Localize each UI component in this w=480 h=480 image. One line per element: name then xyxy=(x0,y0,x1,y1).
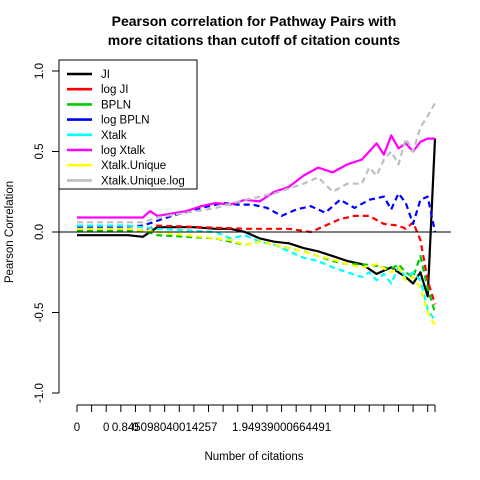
x-axis: 0 0 00.845098040014257 1.94939000664491 xyxy=(74,404,436,434)
series-line-xtalk-unique xyxy=(77,227,436,326)
legend-label-bpln: BPLN xyxy=(101,99,131,111)
chart-title-line-2: more citations than cutoff of citation c… xyxy=(108,32,401,48)
legend-label-log-xtalk: log Xtalk xyxy=(101,145,145,157)
legend-label-xtalk: Xtalk xyxy=(101,130,127,142)
legend-box xyxy=(58,59,198,190)
y-tick-label: -1.0 xyxy=(34,383,46,403)
series-lines xyxy=(77,102,437,326)
x-tick-label: 0 xyxy=(74,422,80,434)
y-tick-label: 1.0 xyxy=(34,63,46,79)
y-axis-title: Pearson Correlation xyxy=(4,181,16,283)
x-tick-label: 0 xyxy=(132,422,138,434)
x-axis-title: Number of citations xyxy=(204,451,303,463)
y-tick-label: -0.5 xyxy=(34,303,46,323)
legend-label-ji: JI xyxy=(101,69,110,81)
series-line-xtalk xyxy=(77,224,436,322)
x-tick-label: 1.94939000664491 xyxy=(232,422,331,434)
chart-title-line-1: Pearson correlation for Pathway Pairs wi… xyxy=(112,13,397,29)
y-axis: -1.0 -0.5 0.0 0.5 1.0 xyxy=(34,63,60,403)
legend-label-xtalk-unique: Xtalk.Unique xyxy=(101,160,166,172)
y-tick-label: 0.0 xyxy=(34,224,46,240)
series-line-xtalk-unique-log xyxy=(77,102,436,224)
legend-label-log-ji: log JI xyxy=(101,84,129,96)
y-tick-label: 0.5 xyxy=(34,144,46,160)
plot-area xyxy=(59,102,451,326)
x-tick-label: 0 xyxy=(103,422,109,434)
series-line-log-bpln xyxy=(77,192,437,233)
legend-label-xtalk-unique-log: Xtalk.Unique.log xyxy=(101,175,185,187)
x-tick-label: 0.845098040014257 xyxy=(112,422,218,434)
legend: JI log JI BPLN log BPLN Xtalk log Xtalk Xtalk.… xyxy=(58,59,198,190)
legend-label-log-bpln: log BPLN xyxy=(101,115,150,127)
